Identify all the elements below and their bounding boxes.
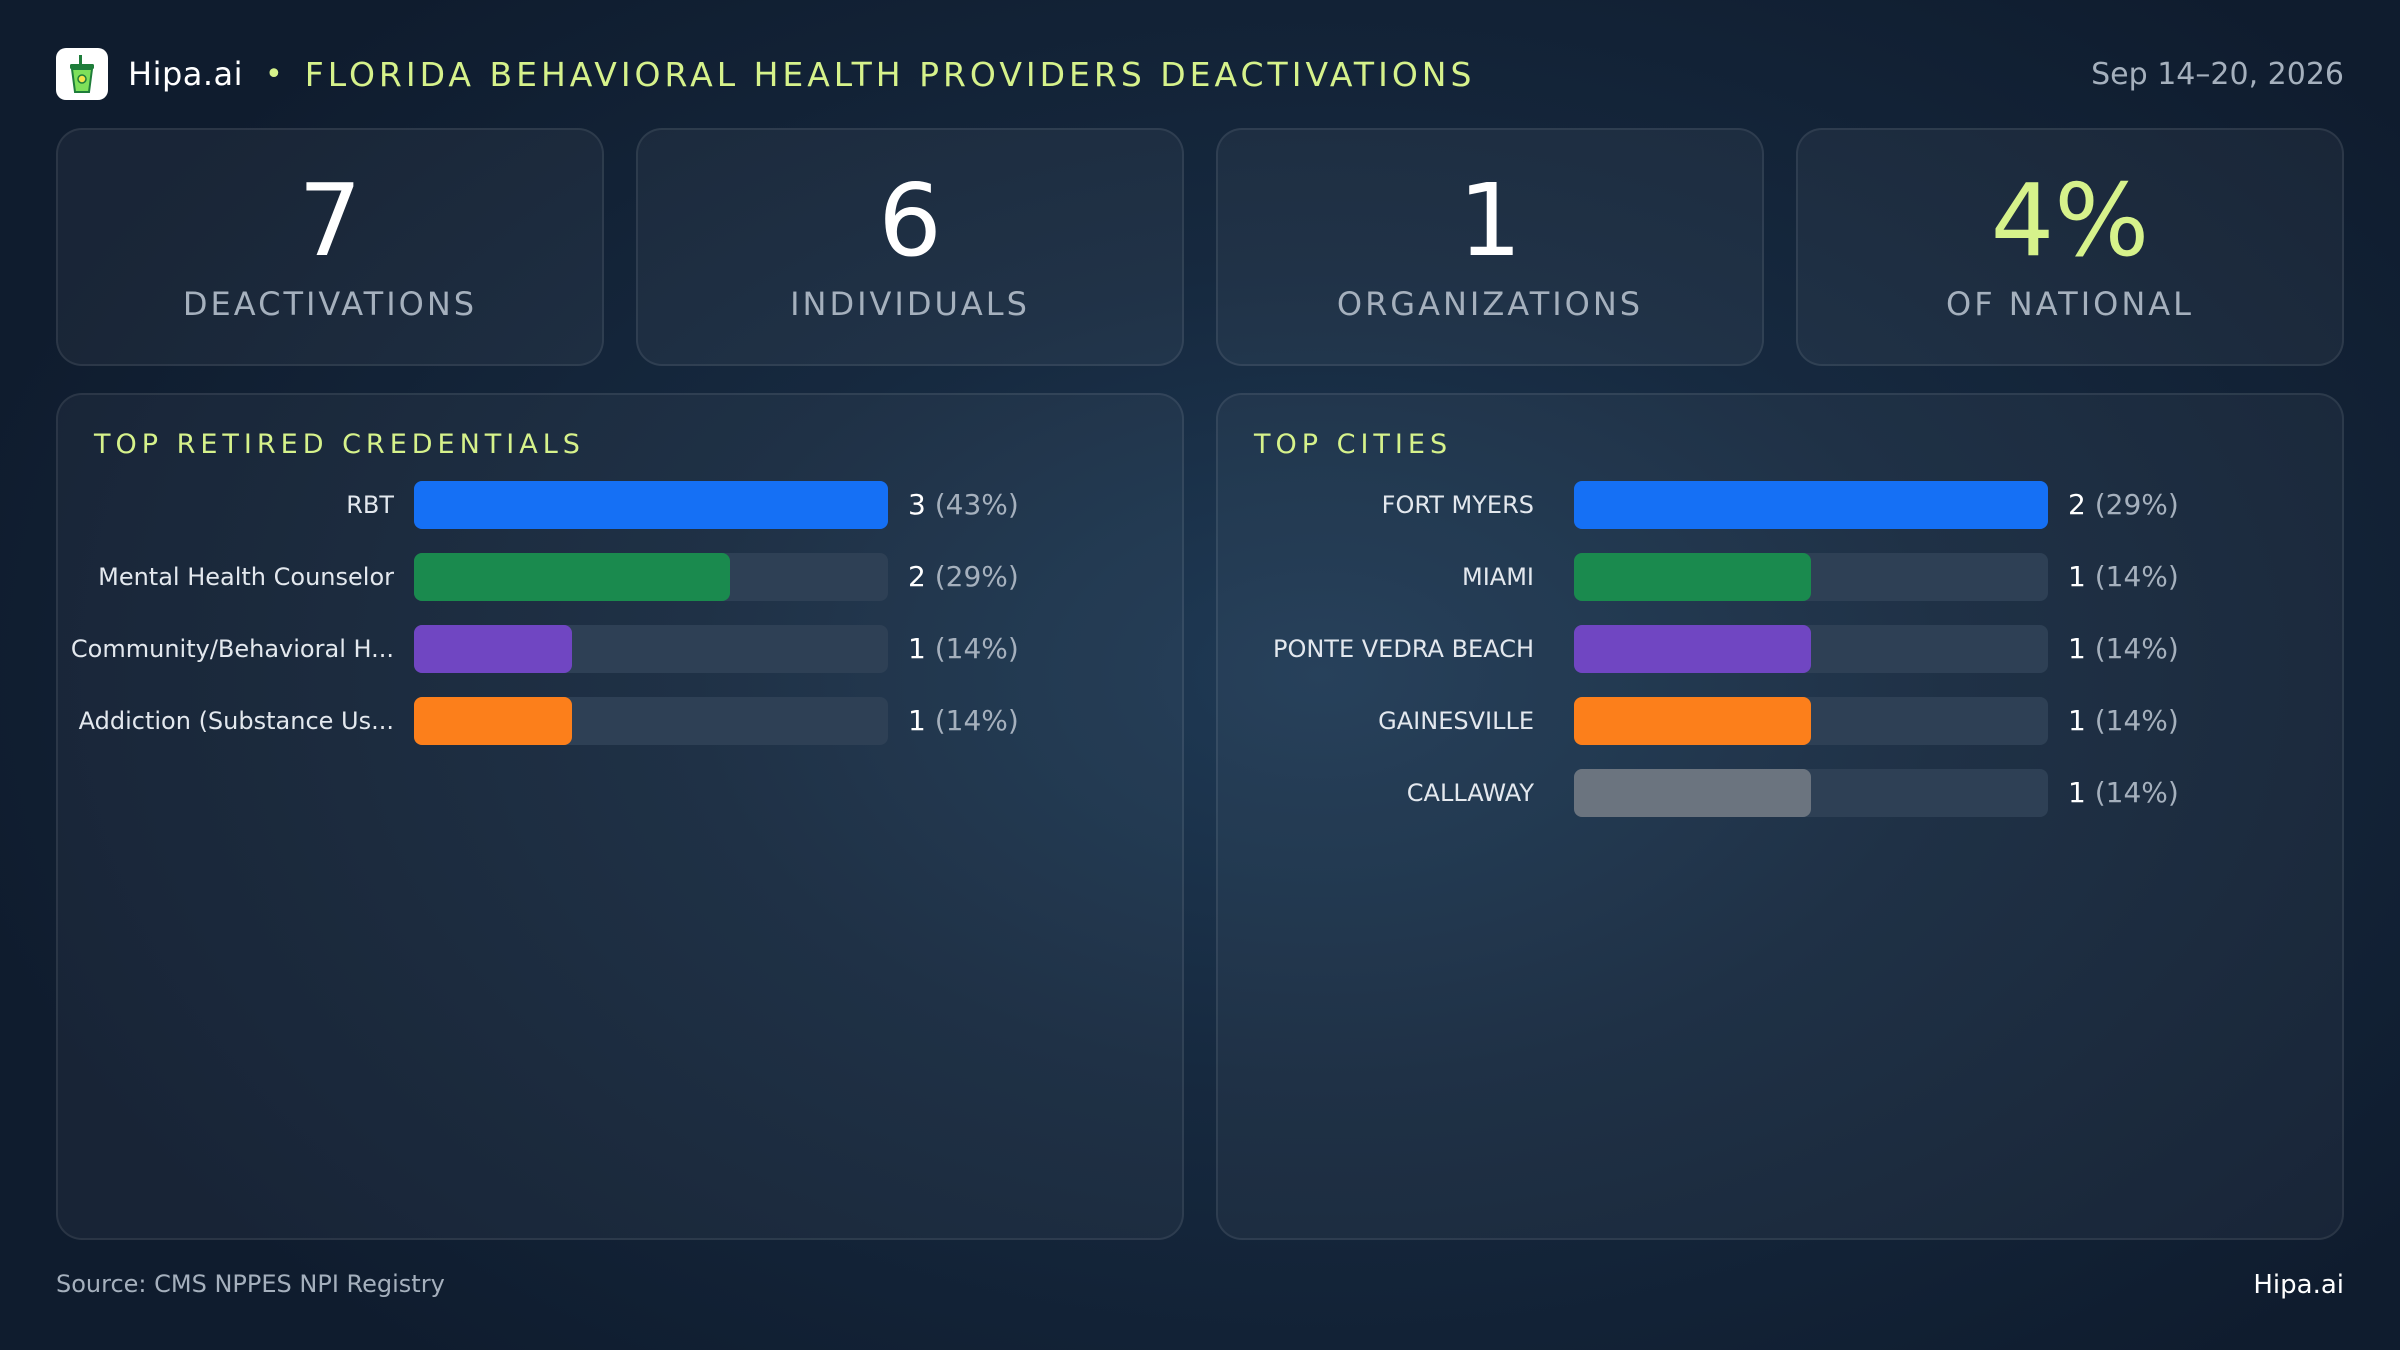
bar	[414, 553, 730, 601]
bar-label: PONTE VEDRA BEACH	[1272, 635, 1534, 663]
cities-panel: TOP CITIES FORT MYERS 2 (29%) MIAMI 1 (14%)…	[1216, 393, 2344, 1240]
bar	[1574, 481, 2048, 529]
bar-value-label: 1 (14%)	[2068, 697, 2179, 745]
credentials-panel: TOP RETIRED CREDENTIALS RBT 3 (43%) Mental…	[56, 393, 1184, 1240]
bar-percent: (14%)	[934, 704, 1019, 737]
bar-count: 2	[908, 560, 935, 593]
bar-percent: (14%)	[934, 632, 1019, 665]
bar-label: GAINESVILLE	[1378, 707, 1534, 735]
kpi-label: DEACTIVATIONS	[182, 285, 478, 323]
bar-label: MIAMI	[1462, 563, 1534, 591]
bar-percent: (14%)	[2094, 560, 2179, 593]
kpi-label: OF NATIONAL	[1946, 285, 2194, 323]
bar-track	[414, 697, 888, 745]
bar-percent: (29%)	[934, 560, 1019, 593]
bar-count: 3	[908, 488, 935, 521]
source-note: Source: CMS NPPES NPI Registry	[56, 1270, 445, 1298]
kpi-card-of-national: 4% OF NATIONAL	[1796, 128, 2344, 366]
kpi-value: 4%	[1990, 162, 2150, 279]
bar-count: 1	[908, 632, 935, 665]
bar-percent: (14%)	[2094, 632, 2179, 665]
bar-count: 1	[2068, 704, 2095, 737]
kpi-card-deactivations: 7 DEACTIVATIONS	[56, 128, 604, 366]
bar-percent: (14%)	[2094, 704, 2179, 737]
bar-percent: (14%)	[2094, 776, 2179, 809]
bar-count: 1	[2068, 632, 2095, 665]
bar-count: 1	[2068, 776, 2095, 809]
title-separator: •	[265, 56, 283, 92]
bar-count: 1	[908, 704, 935, 737]
bar-count: 1	[2068, 560, 2095, 593]
bar-label: Mental Health Counselor	[98, 563, 394, 591]
kpi-value: 1	[1458, 162, 1522, 279]
bar-track	[1574, 481, 2048, 529]
bar	[414, 697, 572, 745]
bar-track	[1574, 553, 2048, 601]
kpi-label: ORGANIZATIONS	[1336, 285, 1644, 323]
chart-title: TOP CITIES	[1254, 429, 1453, 460]
brand-name: Hipa.ai	[128, 55, 244, 93]
bar-value-label: 1 (14%)	[2068, 769, 2179, 817]
bar-count: 2	[2068, 488, 2095, 521]
bar-value-label: 3 (43%)	[908, 481, 1019, 529]
bar-track	[414, 481, 888, 529]
bar-row: Mental Health Counselor 2 (29%)	[58, 553, 1182, 625]
green-cup-icon	[70, 55, 94, 93]
footer-brand: Hipa.ai	[2253, 1270, 2344, 1300]
bar-value-label: 1 (14%)	[2068, 625, 2179, 673]
credentials-chart: RBT 3 (43%) Mental Health Counselor 2 (29%)…	[58, 481, 1182, 769]
bar-row: GAINESVILLE 1 (14%)	[1218, 697, 2342, 769]
header: Hipa.ai • FLORIDA BEHAVIORAL HEALTH PROV…	[56, 48, 2344, 100]
date-range: Sep 14–20, 2026	[2091, 56, 2344, 92]
bar-percent: (43%)	[934, 488, 1019, 521]
bar-row: FORT MYERS 2 (29%)	[1218, 481, 2342, 553]
bar-track	[1574, 769, 2048, 817]
bar-row: PONTE VEDRA BEACH 1 (14%)	[1218, 625, 2342, 697]
bar-track	[414, 553, 888, 601]
bar-row: CALLAWAY 1 (14%)	[1218, 769, 2342, 841]
bar-value-label: 1 (14%)	[2068, 553, 2179, 601]
bar-label: Addiction (Substance Us...	[78, 707, 394, 735]
logo	[56, 48, 108, 100]
bar-percent: (29%)	[2094, 488, 2179, 521]
bar-value-label: 2 (29%)	[908, 553, 1019, 601]
bar-track	[414, 625, 888, 673]
bar-track	[1574, 625, 2048, 673]
kpi-value: 7	[298, 162, 362, 279]
bar-value-label: 1 (14%)	[908, 697, 1019, 745]
bar-label: CALLAWAY	[1406, 779, 1534, 807]
bar-value-label: 1 (14%)	[908, 625, 1019, 673]
kpi-value: 6	[878, 162, 942, 279]
page-title: FLORIDA BEHAVIORAL HEALTH PROVIDERS DEAC…	[304, 54, 1476, 94]
bar-label: RBT	[346, 491, 394, 519]
kpi-card-organizations: 1 ORGANIZATIONS	[1216, 128, 1764, 366]
bar	[414, 481, 888, 529]
chart-title: TOP RETIRED CREDENTIALS	[94, 429, 585, 460]
bar	[1574, 769, 1811, 817]
cities-chart: FORT MYERS 2 (29%) MIAMI 1 (14%) PONTE VEDRA…	[1218, 481, 2342, 841]
bar-value-label: 2 (29%)	[2068, 481, 2179, 529]
bar	[1574, 625, 1811, 673]
bar-track	[1574, 697, 2048, 745]
bar-row: RBT 3 (43%)	[58, 481, 1182, 553]
bar	[414, 625, 572, 673]
bar-row: Community/Behavioral H... 1 (14%)	[58, 625, 1182, 697]
kpi-label: INDIVIDUALS	[790, 285, 1030, 323]
bar	[1574, 553, 1811, 601]
bar-row: MIAMI 1 (14%)	[1218, 553, 2342, 625]
bar-label: FORT MYERS	[1381, 491, 1534, 519]
bar-row: Addiction (Substance Us... 1 (14%)	[58, 697, 1182, 769]
bar	[1574, 697, 1811, 745]
bar-label: Community/Behavioral H...	[70, 635, 394, 663]
kpi-card-individuals: 6 INDIVIDUALS	[636, 128, 1184, 366]
